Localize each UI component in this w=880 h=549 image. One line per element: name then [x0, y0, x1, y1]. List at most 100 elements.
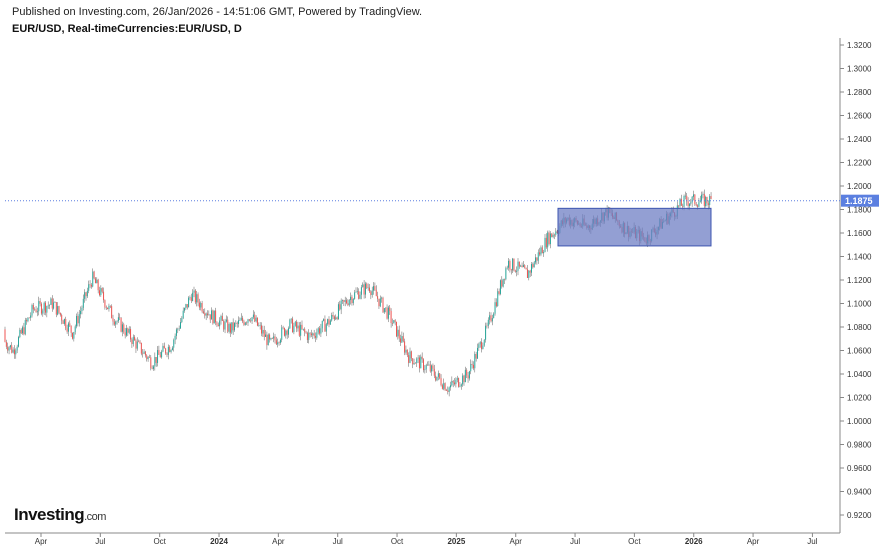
candle-body	[4, 329, 6, 342]
candle-body	[143, 351, 145, 354]
candle-body	[333, 316, 335, 320]
candle-body	[456, 378, 458, 380]
candle-body	[85, 292, 87, 297]
candle-body	[144, 351, 146, 356]
candle-body	[263, 329, 265, 337]
candle-body	[439, 373, 441, 379]
candle-body	[193, 290, 195, 293]
candle-body	[383, 308, 385, 313]
candle-body	[190, 297, 192, 301]
candle-body	[278, 342, 280, 343]
candle-body	[113, 321, 115, 325]
candle-body	[467, 375, 469, 379]
candle-body	[104, 300, 106, 308]
candle-body	[294, 321, 296, 326]
candle-body	[96, 279, 98, 284]
candle-body	[18, 337, 19, 347]
candle-body	[683, 195, 685, 207]
candle-body	[136, 341, 138, 349]
candle-body	[90, 284, 92, 287]
candle-body	[466, 369, 468, 376]
candle-body	[132, 336, 134, 345]
candle-body	[242, 317, 244, 322]
candle-body	[124, 332, 126, 336]
candle-body	[81, 307, 83, 312]
candle-body	[493, 313, 495, 319]
candle-body	[487, 319, 489, 326]
candle-body	[123, 324, 125, 333]
x-tick-label: Jul	[570, 537, 580, 546]
candle-body	[267, 334, 269, 346]
candle-body	[694, 194, 696, 205]
candle-body	[301, 324, 303, 330]
candle-body	[30, 315, 32, 318]
candle-body	[431, 365, 433, 372]
candle-body	[188, 297, 190, 308]
candle-body	[495, 302, 497, 307]
candle-body	[235, 322, 237, 324]
candle-body	[207, 313, 208, 316]
candle-body	[120, 318, 122, 332]
candle-body	[243, 321, 245, 325]
candle-body	[343, 300, 345, 302]
candle-body	[288, 328, 289, 335]
candle-body	[9, 345, 11, 348]
candle-body	[274, 336, 276, 341]
candle-body	[386, 307, 388, 319]
candle-body	[72, 332, 73, 339]
candle-body	[706, 196, 708, 204]
candle-body	[247, 319, 249, 323]
candle-body	[49, 304, 51, 306]
candle-body	[693, 194, 694, 197]
candle-body	[234, 323, 235, 331]
last-price-label-bg	[841, 194, 879, 207]
candle-body	[313, 333, 315, 337]
candle-body	[40, 303, 42, 314]
candle-body	[360, 287, 362, 295]
y-tick-label: 0.9800	[847, 441, 872, 450]
candle-body	[173, 340, 175, 348]
candle-body	[19, 329, 21, 338]
candle-body	[45, 302, 46, 313]
y-tick-label: 1.0800	[847, 323, 872, 332]
y-tick-label: 1.2000	[847, 182, 872, 191]
x-tick-label: 2025	[447, 537, 465, 546]
candle-body	[197, 294, 199, 303]
candle-body	[200, 302, 202, 308]
candle-body	[505, 268, 507, 280]
candle-body	[67, 323, 69, 332]
candle-body	[165, 348, 167, 354]
candle-body	[691, 196, 693, 203]
candle-body	[556, 231, 558, 233]
candle-body	[402, 336, 404, 342]
candle-body	[332, 314, 334, 317]
candle-body	[460, 384, 462, 387]
candle-body	[678, 205, 680, 207]
candle-body	[244, 322, 246, 325]
y-tick-label: 1.3200	[847, 41, 872, 50]
candle-body	[537, 252, 539, 261]
candle-body	[223, 320, 225, 330]
candle-body	[374, 286, 376, 290]
candle-body	[509, 260, 511, 270]
candle-body	[309, 332, 311, 334]
candle-body	[57, 306, 59, 315]
candle-body	[227, 319, 229, 332]
candle-body	[428, 364, 430, 366]
candle-body	[512, 258, 514, 271]
candle-body	[390, 310, 392, 324]
candle-body	[312, 333, 314, 336]
candle-body	[130, 329, 132, 340]
y-tick-label: 0.9400	[847, 488, 872, 497]
candle-body	[35, 309, 37, 313]
candle-body	[212, 310, 214, 324]
candle-body	[553, 234, 555, 236]
y-tick-label: 1.1400	[847, 253, 872, 262]
candle-body	[216, 322, 218, 325]
candle-body	[80, 311, 82, 315]
candle-body	[540, 247, 542, 255]
candle-body	[491, 318, 493, 322]
candle-body	[194, 290, 196, 303]
candle-body	[371, 290, 373, 296]
